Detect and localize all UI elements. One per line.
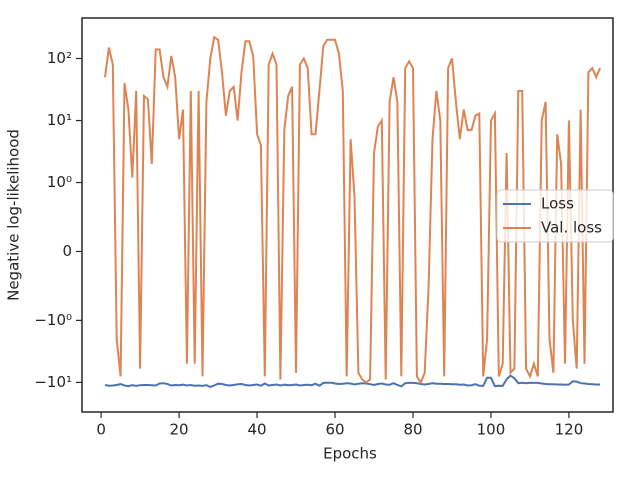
- y-tick-label: −10⁰: [34, 311, 72, 329]
- y-tick-label: −10¹: [34, 373, 72, 391]
- series-line: [104, 35, 602, 385]
- series-line: [104, 374, 601, 388]
- y-tick-label: 10⁰: [47, 173, 72, 191]
- y-tick-label: 0: [62, 242, 72, 260]
- legend-label: Loss: [541, 195, 574, 213]
- legend-label: Val. loss: [541, 219, 602, 237]
- x-tick-label: 0: [96, 421, 106, 439]
- y-tick-label: 10²: [47, 49, 72, 67]
- x-tick-label: 80: [403, 421, 422, 439]
- x-tick-label: 40: [248, 421, 267, 439]
- x-tick-label: 60: [325, 421, 344, 439]
- x-axis-label: Epochs: [323, 445, 377, 463]
- y-tick-label: 10¹: [47, 111, 72, 129]
- x-tick-label: 20: [170, 421, 189, 439]
- x-tick-label: 100: [477, 421, 506, 439]
- legend: Loss Val. loss: [496, 189, 614, 243]
- y-axis-label: Negative log-likelihood: [5, 129, 23, 301]
- x-tick-label: 120: [555, 421, 584, 439]
